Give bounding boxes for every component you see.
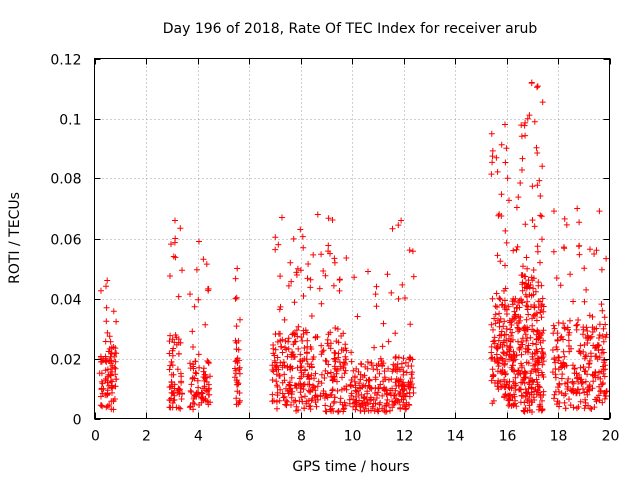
roti-markers	[96, 79, 610, 415]
x-tick-label: 18	[550, 429, 568, 445]
y-tick-label: 0.02	[50, 353, 81, 369]
x-tick-label: 6	[245, 429, 254, 445]
y-tick-label: 0	[73, 413, 82, 429]
y-tick-label: 0.1	[59, 113, 81, 129]
x-axis-title: GPS time / hours	[292, 459, 409, 475]
x-tick-label: 0	[91, 429, 100, 445]
grid	[94, 58, 610, 419]
y-tick-label: 0.04	[50, 293, 81, 309]
x-tick-label: 8	[297, 429, 306, 445]
y-tick-label: 0.08	[50, 172, 81, 188]
chart-title: Day 196 of 2018, Rate Of TEC Index for r…	[163, 21, 538, 37]
y-axis-title: ROTI / TECUs	[7, 192, 23, 284]
y-axis: 0 0.02 0.04 0.06 0.08 0.1 0.12	[50, 53, 610, 429]
x-tick-label: 20	[602, 429, 620, 445]
y-tick-label: 0.06	[50, 233, 81, 249]
x-tick-label: 10	[344, 429, 362, 445]
x-tick-label: 12	[396, 429, 414, 445]
x-tick-label: 4	[194, 429, 203, 445]
x-tick-label: 2	[142, 429, 151, 445]
y-tick-label: 0.12	[50, 53, 81, 69]
data-points	[96, 79, 610, 415]
x-tick-label: 16	[499, 429, 517, 445]
x-axis: 0 2 4 6 8 10 12 14 16 18 20	[91, 58, 620, 445]
x-tick-label: 14	[447, 429, 465, 445]
